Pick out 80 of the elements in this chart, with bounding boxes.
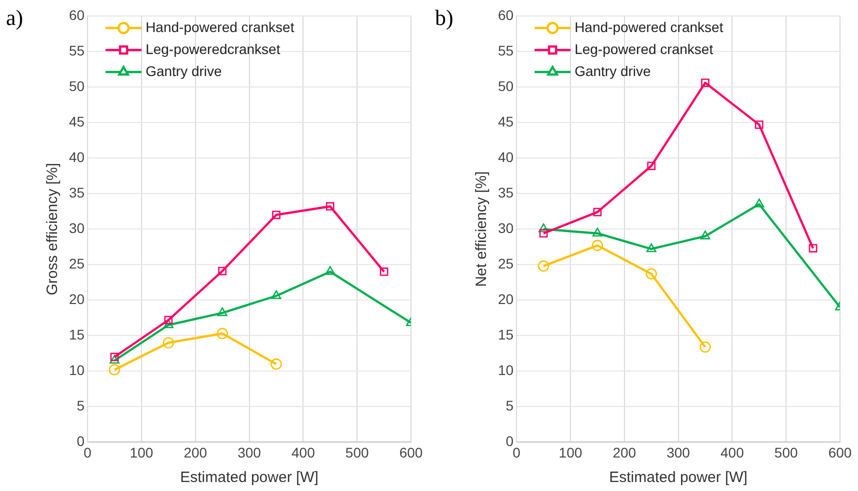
x-tick-label: 400: [292, 444, 316, 460]
y-tick-label: 55: [498, 42, 514, 58]
legend-label: Hand-powered crankset: [574, 18, 724, 35]
y-tick-label: 60: [68, 6, 85, 23]
y-tick-label: 35: [68, 184, 85, 200]
legend-label: Gantry drive: [574, 62, 652, 79]
y-tick-label: 25: [68, 255, 85, 272]
legend-label: Gantry drive: [146, 62, 222, 79]
point: [163, 319, 174, 328]
point: [216, 328, 228, 340]
point: [108, 364, 120, 376]
x-axis-title: Estimated power [W]: [609, 469, 748, 486]
text: a): [6, 4, 24, 30]
y-axis-title: Net efficiency [%]: [473, 171, 490, 287]
point: [538, 260, 550, 272]
y-tick-label: 5: [506, 398, 514, 414]
point: [539, 229, 548, 238]
y-tick-label: 20: [498, 290, 514, 307]
point: [217, 307, 228, 316]
point: [271, 290, 282, 300]
y-tick-label: 5: [76, 398, 85, 414]
x-tick-label: 100: [558, 444, 582, 460]
y-tick-label: 40: [68, 148, 85, 165]
x-tick-label: 500: [345, 444, 369, 460]
y-tick-label: 35: [498, 184, 514, 200]
x-tick-label: 100: [130, 444, 154, 460]
y-tick-label: 60: [498, 6, 514, 23]
point: [325, 266, 336, 275]
point: [593, 208, 602, 216]
point: [700, 230, 710, 240]
y-tick-label: 55: [68, 42, 85, 58]
y-tick-label: 10: [68, 362, 85, 378]
x-tick-label: 200: [612, 444, 636, 460]
y-tick-label: 30: [498, 220, 514, 236]
point: [646, 243, 656, 252]
y-tick-label: 25: [498, 255, 514, 272]
y-tick-label: 0: [76, 433, 85, 450]
point: [808, 244, 818, 252]
point: [270, 358, 282, 370]
y-tick-label: 15: [68, 326, 85, 343]
x-tick-label: 400: [720, 444, 744, 460]
legend-label: Leg-powered crankset: [574, 40, 714, 57]
y-tick-label: 50: [68, 78, 85, 94]
x-axis-title: Estimated power [W]: [180, 469, 318, 486]
x-tick-label: 500: [774, 444, 798, 460]
point: [754, 198, 764, 208]
point: [647, 162, 656, 170]
y-tick-label: 20: [68, 290, 85, 307]
legend-label: Leg-poweredcrankset: [146, 40, 280, 57]
y-tick-label: 50: [498, 78, 514, 94]
point: [110, 352, 119, 362]
y-tick-label: 45: [68, 113, 85, 130]
point: [754, 120, 764, 129]
y-tick-label: 0: [506, 433, 514, 450]
point: [538, 223, 549, 232]
y-tick-label: 10: [498, 362, 514, 378]
point: [592, 228, 602, 237]
y-tick-label: 45: [498, 113, 514, 130]
point: [701, 78, 710, 87]
point: [700, 341, 711, 353]
x-tick-label: 300: [238, 444, 262, 460]
point: [110, 354, 120, 364]
y-tick-label: 15: [498, 326, 514, 343]
point: [380, 268, 388, 276]
point: [164, 316, 173, 324]
point: [272, 210, 280, 220]
point: [646, 268, 657, 280]
text: b): [435, 4, 454, 30]
point: [162, 337, 174, 348]
x-tick-label: 300: [666, 444, 690, 460]
point: [218, 266, 227, 276]
y-tick-label: 30: [68, 220, 85, 236]
point: [592, 240, 604, 252]
x-tick-label: 200: [184, 444, 208, 460]
y-tick-label: 40: [498, 148, 514, 165]
x-tick-label: 600: [399, 444, 423, 460]
x-tick-label: 600: [828, 444, 852, 460]
y-axis-title: Gross efficiency [%]: [44, 162, 62, 296]
point: [326, 202, 334, 211]
legend-label: Hand-powered crankset: [146, 18, 294, 35]
